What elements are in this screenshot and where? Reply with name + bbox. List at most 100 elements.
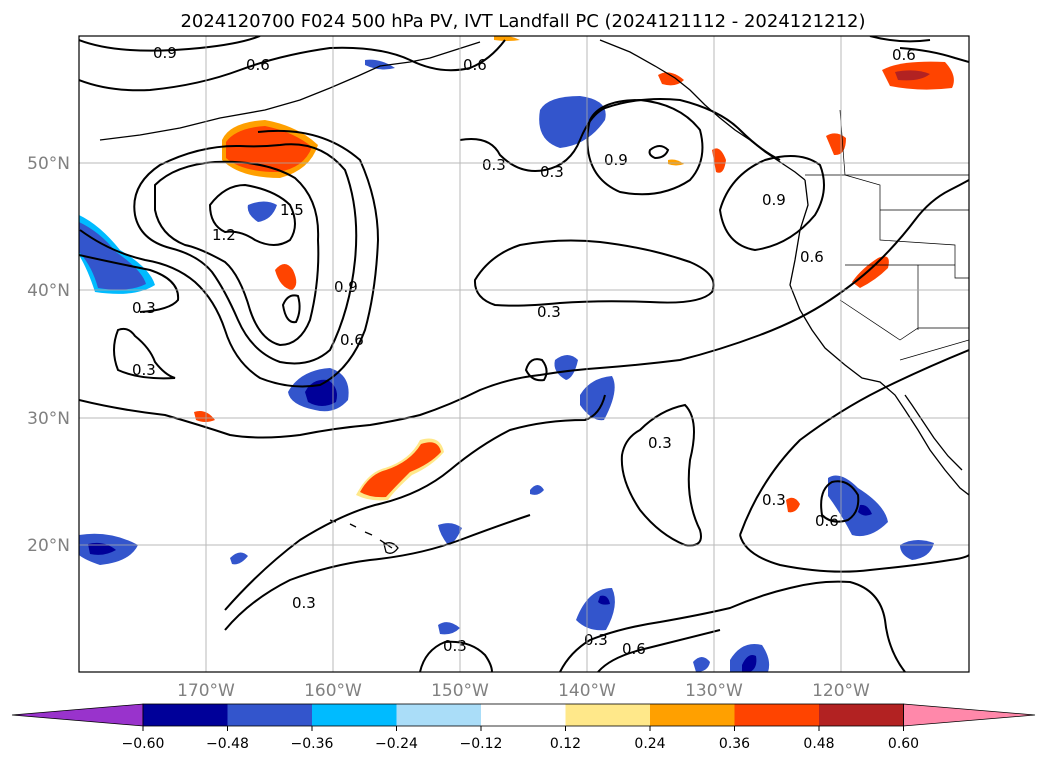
pos-area-top-150w: [494, 36, 520, 41]
contour-0.3-ne-edge: [899, 47, 969, 63]
contour-0.6-top: [79, 39, 506, 92]
colorbar-segment: [565, 704, 651, 726]
contour-0.3-mid: [473, 239, 715, 307]
map-frame: [78, 35, 970, 673]
map-area: 0.9 0.6 0.6 0.3 0.3 0.9 1.5 1.2 0.9 0.6 …: [79, 36, 969, 672]
colorbar-extend-max: [903, 703, 1036, 727]
pv-contours: [79, 36, 969, 672]
contour-inner-41n: [281, 294, 301, 324]
contour-0.6-ne-edge: [869, 36, 931, 43]
contour-label: 0.3: [132, 361, 156, 379]
contour-label: 0.6: [246, 56, 270, 74]
colorbar-segment: [650, 704, 735, 726]
aleutian-coast: [99, 41, 481, 141]
latitude-labels: 50°N 40°N 30°N 20°N: [27, 154, 70, 556]
pos-area-41n-east: [852, 256, 889, 288]
colorbar-segment: [227, 704, 313, 726]
pos-area-22n-east: [786, 497, 800, 513]
contour-0.3-south-main: [79, 179, 969, 439]
contour-label: 0.3: [443, 637, 467, 655]
contour-0.3-south-left: [419, 640, 493, 672]
hawaii-big: [383, 542, 399, 554]
positive-anomaly-areas: [194, 36, 954, 513]
chart-title: 2024120700 F024 500 hPa PV, IVT Landfall…: [180, 11, 865, 32]
contour-1.2: [154, 160, 320, 347]
contour-label: 0.3: [482, 156, 506, 174]
contour-label: 1.2: [212, 226, 236, 244]
contour-0.9-coast: [718, 155, 825, 252]
lon-label: 170°W: [177, 681, 235, 701]
neg-area-23n: [530, 485, 544, 495]
contour-0.3-trough: [620, 403, 702, 547]
colorbar-tick-label: 0.60: [888, 736, 919, 752]
contour-label: 0.3: [132, 299, 156, 317]
colorbar-tick-label: 0.24: [634, 736, 665, 752]
colorbar-tick-label: −0.48: [206, 736, 249, 752]
contour-label: 0.6: [463, 56, 487, 74]
contour-label: 0.6: [622, 640, 646, 658]
lat-label: 30°N: [27, 409, 70, 429]
neg-area-13n: [438, 622, 460, 635]
lat-label: 50°N: [27, 154, 70, 174]
colorbar-extend-min: [11, 703, 144, 727]
colorbar-segment: [396, 704, 482, 726]
gridlines: [79, 36, 969, 672]
contour-0.3-small-35n: [524, 358, 548, 382]
colorbar-tick-label: 0.12: [550, 736, 581, 752]
alaska-coast: [599, 39, 806, 181]
contour-0.3-west-b: [113, 327, 176, 380]
contour-0.3-south-arc: [559, 580, 906, 672]
colorbar-segment: [312, 704, 397, 726]
contour-label: 0.9: [762, 191, 786, 209]
lon-label: 140°W: [558, 681, 616, 701]
contour-label: 0.6: [892, 46, 916, 64]
contour-0.3-se: [739, 349, 969, 536]
lon-label: 130°W: [685, 681, 743, 701]
pos-area-30n: [194, 411, 215, 422]
political-borders: [805, 109, 969, 361]
westcoast-usa: [789, 179, 969, 496]
pos-area-52n-core: [226, 126, 312, 172]
neg-area-16n-core: [598, 595, 610, 605]
contour-label: 0.9: [604, 151, 628, 169]
contour-label: 0.3: [292, 594, 316, 612]
pos-area-25n-core: [360, 442, 441, 498]
colorbar-tick-label: 0.36: [719, 736, 750, 752]
colorbar: [11, 703, 1036, 731]
contour-inner-nepac: [648, 145, 670, 160]
baja-coast: [904, 394, 963, 471]
neg-area-11n-a: [693, 657, 710, 672]
neg-area-34n: [554, 355, 578, 380]
lat-label: 20°N: [27, 536, 70, 556]
contour-label: 1.5: [280, 201, 304, 219]
contour-0.3-north: [459, 98, 781, 172]
contour-0.9-nepac: [586, 98, 704, 196]
pos-area-56n-coast: [658, 72, 684, 86]
pos-area-42n: [275, 264, 297, 290]
contour-label: 0.6: [340, 331, 364, 349]
contour-0.9-top: [79, 36, 261, 52]
contour-label: 0.3: [584, 631, 608, 649]
longitude-labels: 170°W 160°W 150°W 140°W 130°W 120°W: [177, 681, 870, 701]
neg-area-19n: [230, 552, 248, 565]
neg-area-20n-west-core: [88, 542, 116, 555]
lon-label: 160°W: [304, 681, 362, 701]
contour-0.3-mid-south: [224, 394, 606, 611]
contour-0.6-south: [597, 629, 721, 672]
contour-0.6-center: [79, 129, 380, 388]
colorbar-segment: [734, 704, 820, 726]
contour-labels: 0.9 0.6 0.6 0.3 0.3 0.9 1.5 1.2 0.9 0.6 …: [132, 44, 916, 658]
neg-area-11n-b-core: [742, 655, 757, 672]
contour-label: 0.6: [800, 248, 824, 266]
contour-label: 0.9: [334, 278, 358, 296]
neg-area-48n: [247, 201, 277, 222]
contour-label: 0.3: [762, 491, 786, 509]
lat-label: 40°N: [27, 281, 70, 301]
neg-area-58n-pac: [365, 59, 395, 70]
neg-area-21n: [438, 523, 462, 545]
lon-label: 120°W: [812, 681, 870, 701]
neg-area-24n-east-core: [858, 504, 872, 516]
contour-label: 0.3: [537, 303, 561, 321]
